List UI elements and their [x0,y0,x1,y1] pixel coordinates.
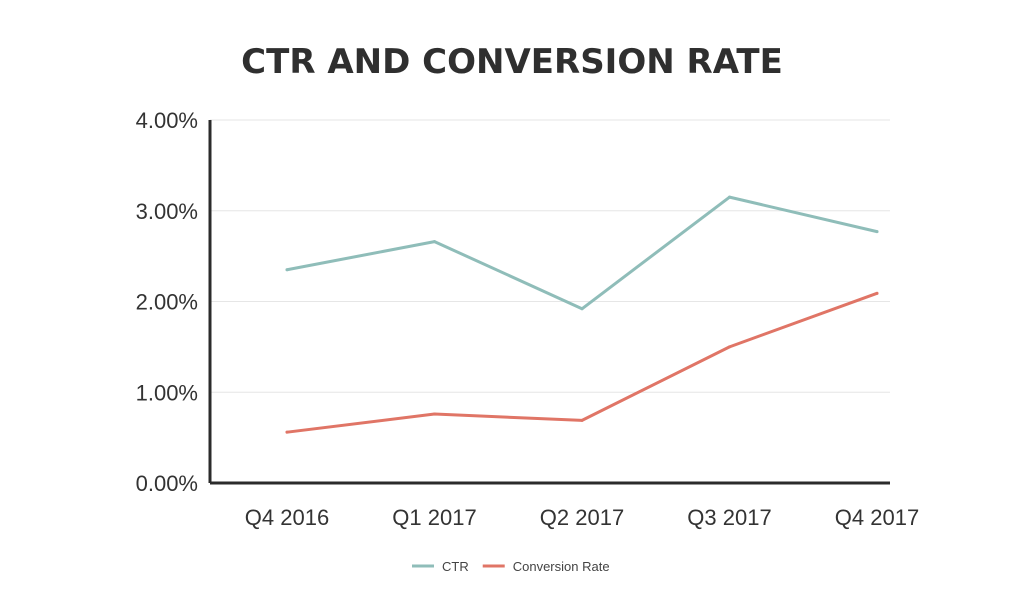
y-tick-label: 4.00% [136,108,198,133]
data-point [433,240,436,244]
series-line [285,195,879,311]
series-line [285,291,879,434]
data-point [285,268,289,272]
x-tick-label: Q4 2017 [835,505,919,530]
data-point [875,291,879,295]
legend-label: Conversion Rate [513,559,610,574]
data-point [433,412,436,416]
data-point [580,307,584,311]
x-tick-label: Q2 2017 [540,505,624,530]
data-point [285,430,289,434]
data-point [728,345,731,349]
x-tick-label: Q4 2016 [245,505,329,530]
x-tick-label: Q3 2017 [687,505,771,530]
gridlines [210,119,890,393]
y-tick-label: 3.00% [136,199,198,224]
y-axis-ticks: 0.00% 1.00% 2.00% 3.00% 4.00% [136,108,198,496]
data-point [580,418,584,422]
y-tick-label: 2.00% [136,290,198,315]
y-tick-label: 0.00% [136,471,198,496]
legend-label: CTR [442,559,469,574]
legend: CTR Conversion Rate [412,559,610,574]
y-tick-label: 1.00% [136,380,198,405]
series-lines [285,195,879,434]
x-tick-label: Q1 2017 [392,505,476,530]
x-axis-ticks: Q4 2016 Q1 2017 Q2 2017 Q3 2017 Q4 2017 [245,505,919,530]
data-point [875,230,879,234]
data-point [728,195,731,199]
chart-title: CTR AND CONVERSION RATE [241,42,783,82]
